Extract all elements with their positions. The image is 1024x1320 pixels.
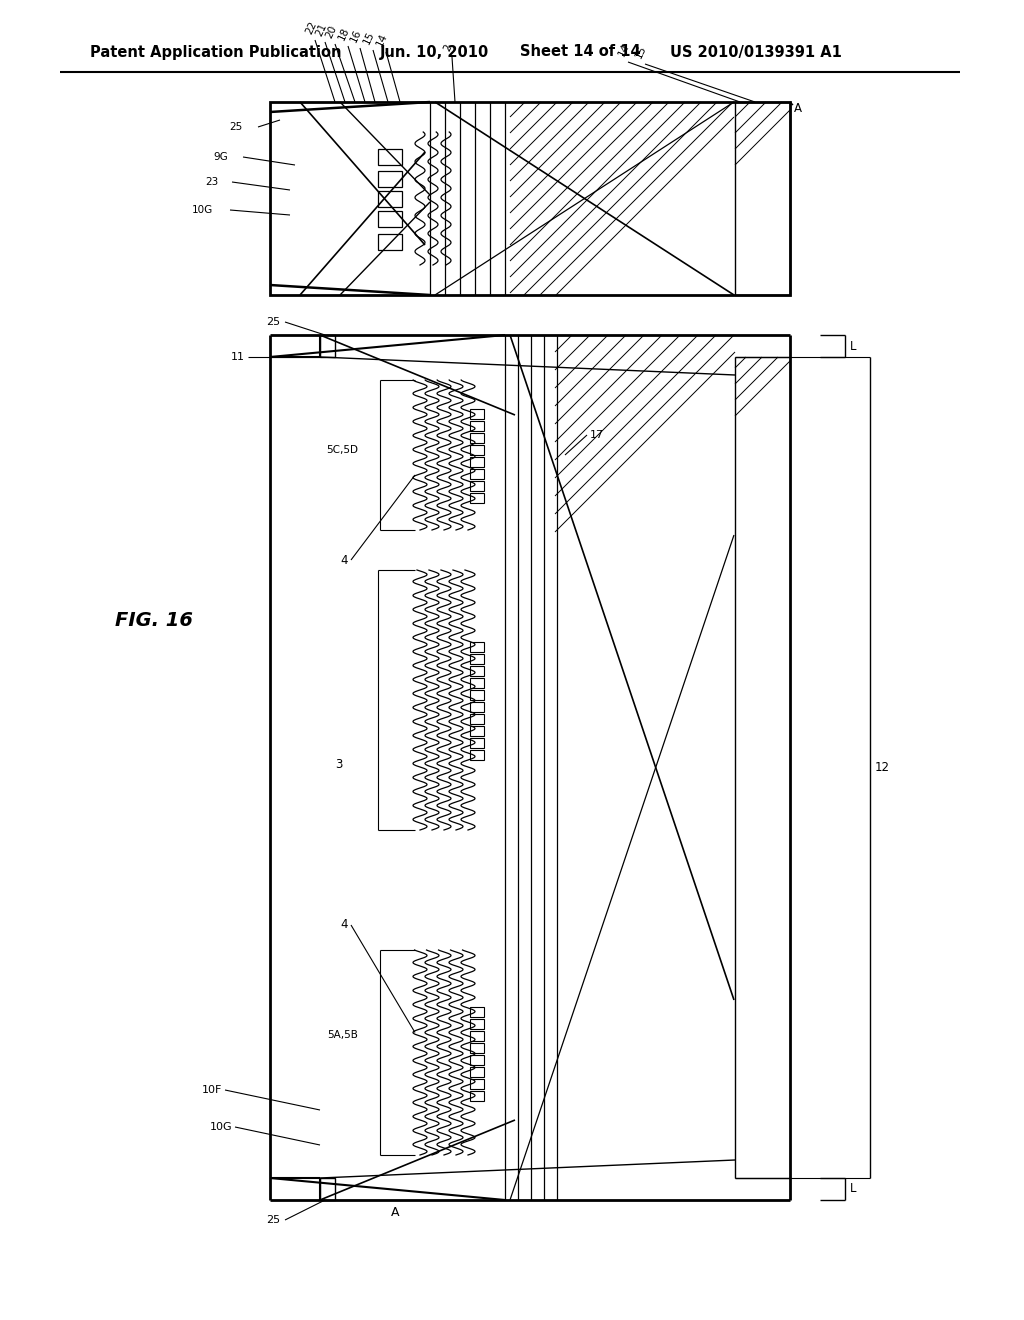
Bar: [470, 653, 484, 664]
Bar: [470, 480, 484, 491]
Bar: [470, 750, 484, 760]
Bar: [470, 702, 484, 711]
Bar: [470, 457, 484, 467]
Text: Patent Application Publication: Patent Application Publication: [90, 45, 341, 59]
Text: 2: 2: [442, 42, 454, 53]
Text: 9G: 9G: [213, 152, 228, 162]
Bar: [378, 211, 402, 227]
Text: 18: 18: [337, 26, 351, 42]
Bar: [470, 1006, 484, 1016]
Text: 12: 12: [874, 762, 890, 774]
Bar: [470, 714, 484, 723]
Text: A: A: [391, 1206, 399, 1220]
Text: 3: 3: [336, 759, 343, 771]
Bar: [470, 738, 484, 748]
Bar: [319, 335, 335, 356]
Bar: [735, 102, 790, 294]
Bar: [470, 726, 484, 737]
Text: 16: 16: [348, 28, 364, 44]
Bar: [378, 191, 402, 207]
Text: 23: 23: [205, 177, 218, 187]
Bar: [470, 421, 484, 432]
Text: Jun. 10, 2010: Jun. 10, 2010: [380, 45, 489, 59]
Text: L: L: [850, 1183, 856, 1196]
Bar: [470, 1078, 484, 1089]
Text: A: A: [794, 102, 802, 115]
Bar: [470, 667, 484, 676]
Text: US 2010/0139391 A1: US 2010/0139391 A1: [670, 45, 842, 59]
Bar: [470, 690, 484, 700]
Bar: [378, 149, 402, 165]
Text: 4: 4: [341, 553, 348, 566]
Bar: [470, 409, 484, 418]
Bar: [270, 102, 790, 294]
Bar: [470, 1043, 484, 1052]
Text: FIG. 16: FIG. 16: [115, 610, 193, 630]
Bar: [470, 433, 484, 444]
Bar: [470, 445, 484, 455]
Text: 17: 17: [590, 430, 604, 440]
Bar: [470, 678, 484, 688]
Bar: [470, 492, 484, 503]
Text: 21: 21: [313, 21, 329, 38]
Text: 5A,5B: 5A,5B: [327, 1030, 358, 1040]
Text: 25: 25: [266, 1214, 280, 1225]
Bar: [470, 1031, 484, 1040]
Text: 20: 20: [324, 24, 338, 40]
Bar: [378, 234, 402, 249]
Bar: [470, 642, 484, 652]
Text: 5C,5D: 5C,5D: [326, 445, 358, 455]
Bar: [470, 1019, 484, 1028]
Bar: [470, 1090, 484, 1101]
Bar: [319, 1177, 335, 1200]
Text: 25: 25: [229, 121, 243, 132]
Text: Sheet 14 of 14: Sheet 14 of 14: [520, 45, 641, 59]
Bar: [470, 1055, 484, 1064]
Bar: [470, 1067, 484, 1077]
Text: 11: 11: [231, 352, 245, 362]
Text: 14: 14: [375, 32, 389, 48]
Text: 10G: 10G: [191, 205, 213, 215]
Bar: [470, 469, 484, 479]
Text: 25: 25: [266, 317, 280, 327]
Text: 4: 4: [341, 919, 348, 932]
Text: 10G: 10G: [209, 1122, 232, 1133]
Text: 15: 15: [634, 44, 648, 59]
Text: L: L: [850, 339, 856, 352]
Text: 10F: 10F: [202, 1085, 222, 1096]
Bar: [378, 172, 402, 187]
Text: 22: 22: [304, 20, 318, 36]
Text: 14: 14: [616, 42, 632, 58]
Text: 15: 15: [361, 30, 377, 46]
